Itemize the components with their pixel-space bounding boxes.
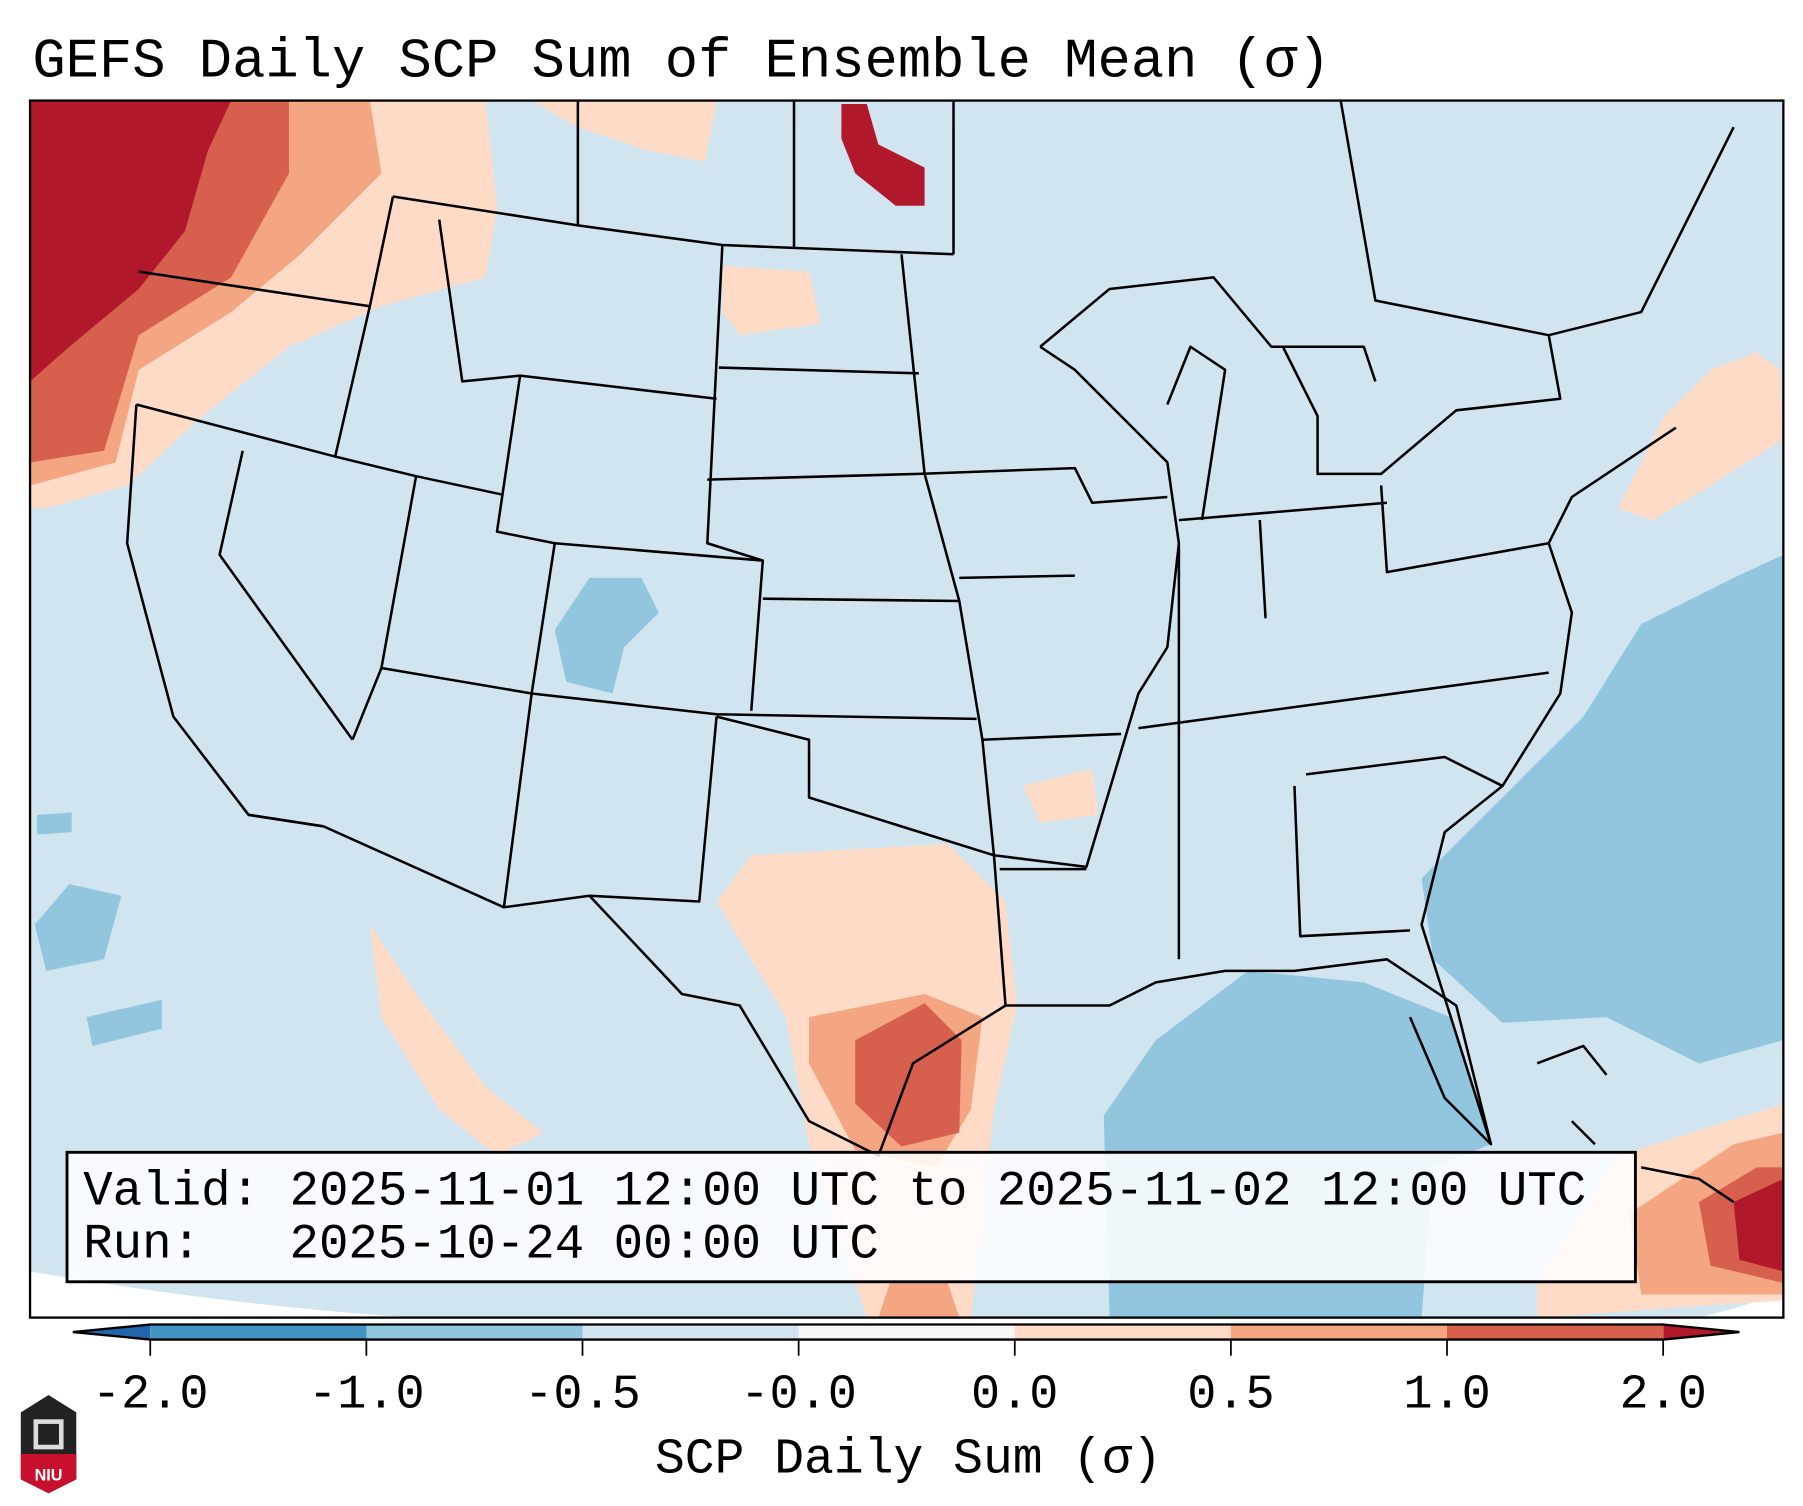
info-box: Valid: 2025-11-01 12:00 UTC to 2025-11-0… [65,1150,1637,1284]
colorbar-segment [150,1324,367,1340]
anomaly-texas-south [878,1282,960,1318]
colorbar-over-arrow [1663,1324,1740,1340]
colorbar-tick-label: 1.0 [1403,1368,1490,1423]
map [30,100,1784,1318]
colorbar-tick-label: -2.0 [92,1368,208,1423]
colorbar: -2.0 -1.0 -0.5 -0.0 0.0 0.5 1.0 2.0 [72,1323,1740,1423]
colorbar-segment [1447,1324,1664,1340]
colorbar-tick-label: 0.5 [1187,1368,1274,1423]
colorbar-label: SCP Daily Sum (σ) [655,1431,1162,1487]
anomaly-pacific-blue-3 [36,812,72,835]
colorbar-tick-label: 0.0 [971,1368,1058,1423]
anomaly-pacific-blue-2 [86,999,162,1046]
anomaly-atlantic-blue [1421,554,1784,1064]
anomaly-nd-light [722,265,821,336]
map-frame [28,99,1785,1319]
colorbar-tick-label: -1.0 [308,1368,425,1423]
anomaly-caribbean-max [1733,1178,1784,1272]
colorbar-segment [798,1324,1016,1340]
colorbar-segment [1230,1324,1448,1340]
anomaly-pacific-blue-1 [34,884,122,971]
anomaly-ne-light [1618,352,1784,521]
anomaly-colorado-blue [554,577,659,694]
anomaly-arkansas-light [1022,768,1098,823]
colorbar-under-arrow [72,1324,151,1340]
projection-edge-left [30,1271,417,1318]
political-borders [125,100,1735,1204]
projection-edge-right [1698,1292,1784,1318]
colorbar-segment [582,1324,800,1340]
niu-logo: NIU [20,1395,77,1494]
niu-logo-text: NIU [35,1467,63,1485]
run-time-text: Run: 2025-10-24 00:00 UTC [83,1216,879,1272]
valid-time-text: Valid: 2025-11-01 12:00 UTC to 2025-11-0… [83,1163,1586,1219]
colorbar-segment [1014,1324,1232,1340]
anomaly-nw-max [30,100,232,382]
anomaly-mexico-light [369,924,544,1156]
figure-title: GEFS Daily SCP Sum of Ensemble Mean (σ) [32,30,1330,93]
colorbar-tick-label: -0.5 [524,1368,640,1423]
colorbar-segment [366,1324,584,1340]
colorbar-tick-label: -0.0 [740,1368,856,1423]
colorbar-tick-label: 2.0 [1619,1368,1706,1423]
anomaly-canada-red [841,104,925,206]
